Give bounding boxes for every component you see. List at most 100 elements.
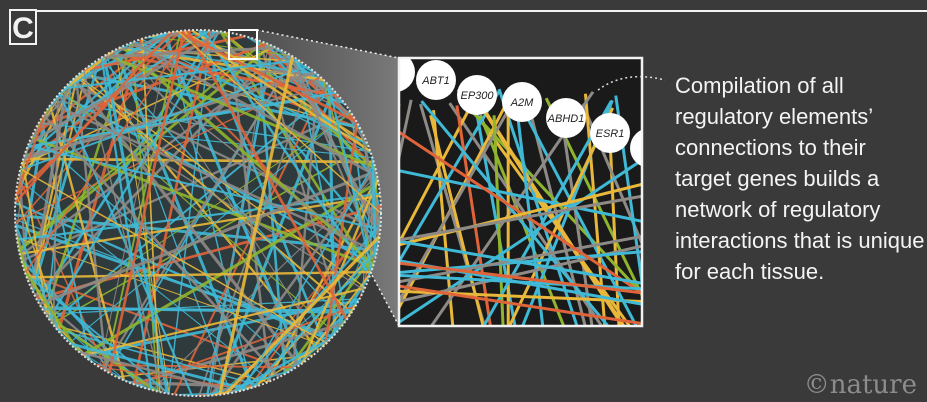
network-edge <box>82 69 164 393</box>
network-edge <box>218 56 295 396</box>
zoom-edge <box>399 182 642 247</box>
network-edge <box>166 32 253 389</box>
gene-node-circle <box>502 82 542 122</box>
panel-divider <box>37 10 927 12</box>
zoom-edge <box>468 107 642 296</box>
gene-node-circle <box>546 98 586 138</box>
network-edge <box>241 163 375 391</box>
zoom-edge <box>492 115 505 326</box>
zoom-edge <box>399 194 642 242</box>
network-edge <box>19 194 381 256</box>
network-edge <box>102 56 295 371</box>
network-edge <box>176 30 358 124</box>
gene-node <box>630 129 642 167</box>
zoom-edge <box>399 234 642 284</box>
zoom-edge <box>507 107 615 326</box>
network-edge <box>15 111 47 197</box>
zoom-edge <box>399 96 477 247</box>
gene-label: ABT1 <box>421 75 450 87</box>
zoom-edge <box>399 239 642 285</box>
zoom-box-frame <box>397 56 644 328</box>
zoom-edge <box>399 99 413 165</box>
gene-node-circle <box>630 129 642 167</box>
zoom-edge <box>497 88 579 326</box>
network-edge <box>26 270 372 279</box>
zoom-edge <box>399 90 501 265</box>
network-edge <box>36 30 217 303</box>
network-edge <box>69 342 248 391</box>
nature-credit: ©nature <box>803 370 917 400</box>
gene-node: ABT1 <box>416 60 456 100</box>
network-edge <box>22 268 80 353</box>
network-edge <box>15 223 61 333</box>
network-edge <box>150 35 292 57</box>
network-edge <box>27 144 381 231</box>
network-edge <box>224 235 381 396</box>
gene-node: EP300 <box>457 75 497 115</box>
network-edge <box>131 41 378 178</box>
network-edge <box>52 95 59 326</box>
zoom-edge <box>399 158 642 324</box>
network-edge <box>284 332 337 375</box>
network-edge <box>131 42 159 392</box>
zoom-edge <box>399 284 642 326</box>
caption-text: Compilation of all regulatory elements’ … <box>675 73 925 284</box>
network-edge <box>34 47 280 298</box>
caption-connector <box>597 75 666 91</box>
network-edge <box>68 111 351 344</box>
network-edge <box>108 51 340 98</box>
network-edge <box>209 167 377 396</box>
selection-square <box>228 29 258 60</box>
network-edge <box>15 31 173 204</box>
network-edge <box>16 237 325 346</box>
zoom-edge <box>455 105 492 326</box>
network-edge <box>247 204 381 390</box>
network-edge <box>38 169 377 306</box>
gene-node-circle <box>416 60 456 100</box>
gene-node <box>399 58 415 92</box>
network-edge <box>81 180 380 357</box>
panel-label: C <box>9 9 37 45</box>
network-edge <box>42 114 280 378</box>
network-edge <box>24 30 192 274</box>
network-edges <box>15 30 381 396</box>
network-edge <box>74 76 108 372</box>
network-edge <box>108 30 190 55</box>
zoom-edges <box>399 88 642 326</box>
network-edge <box>18 44 273 252</box>
network-edge <box>20 168 328 344</box>
zoom-edge <box>399 261 642 295</box>
gene-label: A2M <box>510 97 534 109</box>
gene-label: EP300 <box>460 90 494 102</box>
network-edge <box>42 308 354 311</box>
network-edge <box>50 102 378 253</box>
network-edge <box>99 31 172 368</box>
network-edge <box>56 328 260 387</box>
zoom-edge <box>521 108 638 326</box>
network-edge <box>15 218 331 341</box>
network-edge <box>290 55 377 256</box>
network-edge <box>151 175 378 391</box>
gene-node: A2M <box>502 82 542 122</box>
network-edge <box>108 30 186 374</box>
zoom-edge <box>399 109 510 304</box>
network-edge <box>327 84 373 272</box>
network-circle-outline <box>14 29 382 397</box>
gene-nodes: ABT1 EP300 A2M ABHD1 ESR1 <box>399 58 642 167</box>
network-edge <box>251 249 378 389</box>
gene-node-circle <box>399 58 415 92</box>
zoom-edge <box>399 169 642 223</box>
network-edge <box>100 57 153 391</box>
gene-node: ESR1 <box>590 113 630 153</box>
network-edge <box>28 30 222 145</box>
zoom-edge <box>399 130 642 295</box>
gene-label: ESR1 <box>596 128 625 140</box>
network-edge <box>63 59 299 90</box>
gene-node-circle <box>457 75 497 115</box>
network-edge <box>198 30 327 346</box>
network-edge <box>18 41 265 251</box>
gene-label: ABHD1 <box>547 113 585 125</box>
network-edge <box>38 122 373 159</box>
network-edge <box>361 131 381 237</box>
